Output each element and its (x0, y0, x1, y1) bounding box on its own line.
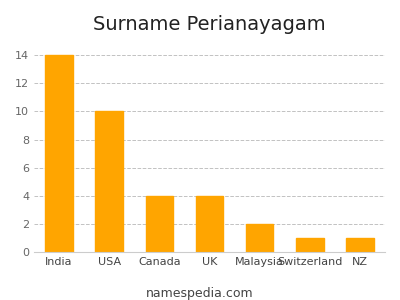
Bar (96, 112, 123, 252)
Text: namespedia.com: namespedia.com (146, 287, 254, 300)
Bar (146, 196, 173, 252)
Bar (246, 224, 274, 252)
Bar (45, 55, 73, 252)
Bar (196, 196, 223, 252)
Title: Surname Perianayagam: Surname Perianayagam (93, 15, 326, 34)
Bar (346, 238, 374, 252)
Bar (296, 238, 324, 252)
